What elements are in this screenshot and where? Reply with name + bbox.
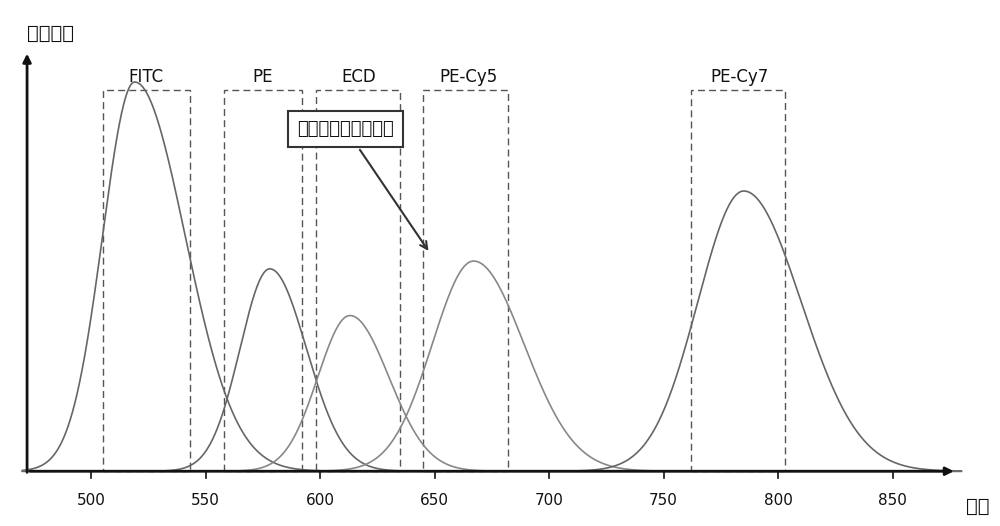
Bar xyxy=(691,90,785,471)
Text: 700: 700 xyxy=(535,493,564,508)
Text: 550: 550 xyxy=(191,493,220,508)
Text: ECD: ECD xyxy=(342,68,376,86)
Text: 850: 850 xyxy=(878,493,907,508)
Bar xyxy=(224,90,302,471)
Text: 500: 500 xyxy=(77,493,106,508)
Bar xyxy=(103,90,190,471)
Text: 750: 750 xyxy=(649,493,678,508)
Text: 荧光强度: 荧光强度 xyxy=(27,24,74,43)
Text: FITC: FITC xyxy=(129,68,164,86)
Text: 600: 600 xyxy=(306,493,335,508)
Text: 探测器检测光谱范围: 探测器检测光谱范围 xyxy=(297,120,427,249)
Text: 波长: 波长 xyxy=(966,497,989,515)
Text: 800: 800 xyxy=(764,493,793,508)
Text: PE: PE xyxy=(253,68,273,86)
Text: 650: 650 xyxy=(420,493,449,508)
Text: PE-Cy5: PE-Cy5 xyxy=(440,68,498,86)
Bar xyxy=(423,90,508,471)
Bar xyxy=(316,90,400,471)
Text: PE-Cy7: PE-Cy7 xyxy=(710,68,768,86)
